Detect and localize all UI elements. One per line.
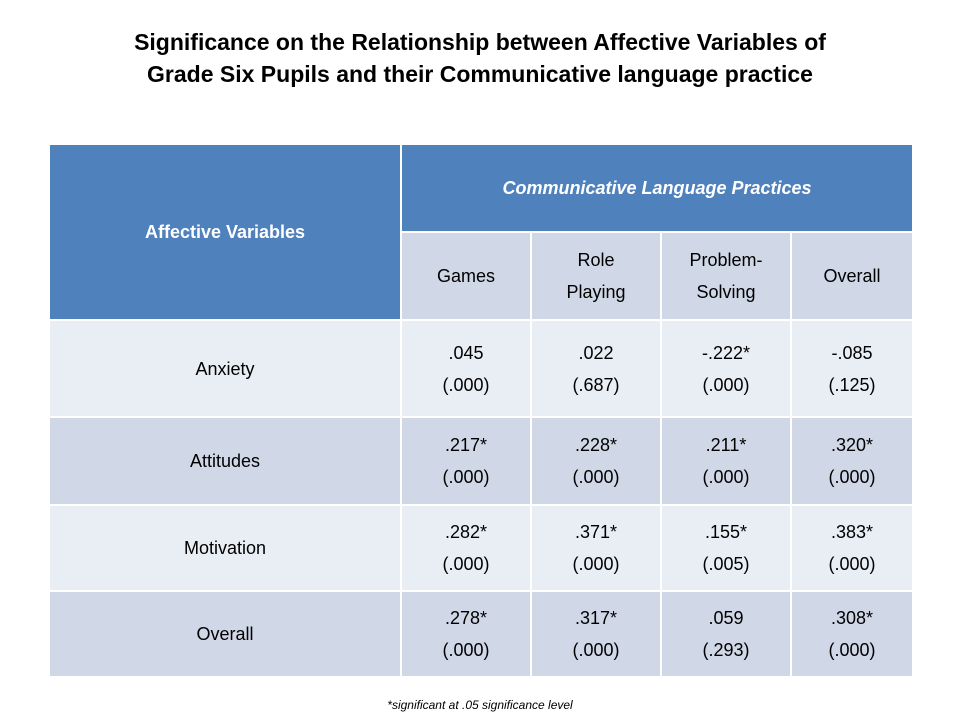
table-cell: -.222* (.000) [660,319,792,418]
column-header-role-playing: Role Playing [530,231,662,321]
table-cell: .317* (.000) [530,590,662,678]
table-cell: .228* (.000) [530,416,662,506]
table-row-overall: Overall .278* (.000) .317* (.000) .059 (.29… [48,590,915,678]
table-cell: .383* (.000) [789,504,915,592]
row-label: Motivation [48,504,402,592]
header-row-group: Affective Variables Communicative Langua… [48,143,915,321]
column-header-problem-solving: Problem- Solving [660,231,792,321]
header-row-columns: Games Role Playing Problem- Solving Over… [49,231,915,321]
significance-table: Affective Variables Communicative Langua… [48,143,915,678]
title-line-1: Significance on the Relationship between… [134,29,826,55]
table-cell: -.085 (.125) [789,319,915,418]
table-cell: .371* (.000) [530,504,662,592]
table-row-motivation: Motivation .282* (.000) .371* (.000) .155*… [48,504,915,592]
table-cell: .059 (.293) [660,590,792,678]
table-cell: .308* (.000) [789,590,915,678]
column-header-overall: Overall [789,231,915,321]
table-cell: .022 (.687) [530,319,662,418]
table-cell: .045 (.000) [400,319,532,418]
row-label: Overall [48,590,402,678]
table-cell: .282* (.000) [400,504,532,592]
table-row-anxiety: Anxiety .045 (.000) .022 (.687) -.222* (.00… [48,319,915,418]
group-header-communicative-practices: Communicative Language Practices [399,143,915,233]
row-header-affective-variables: Affective Variables [48,143,402,321]
column-header-games: Games [400,231,532,321]
table-row-attitudes: Attitudes .217* (.000) .228* (.000) .211*(… [48,416,915,506]
table-cell: .211* (.000) [660,416,792,506]
row-label: Anxiety [48,319,402,418]
table-cell: .278* (.000) [400,590,532,678]
row-label: Attitudes [48,416,402,506]
title-line-2: Grade Six Pupils and their Communicative… [147,61,813,87]
page-title: Significance on the Relationship between… [0,26,960,90]
table-cell: .217* (.000) [400,416,532,506]
significance-footnote: *significant at .05 significance level [387,698,573,712]
table-cell: .155* (.005) [660,504,792,592]
table-cell: .320* (.000) [789,416,915,506]
